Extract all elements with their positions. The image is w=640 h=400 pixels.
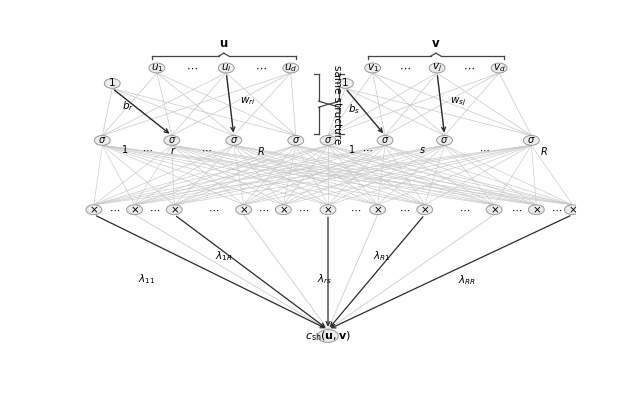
Text: $r$: $r$ xyxy=(170,145,177,156)
Text: same structure: same structure xyxy=(332,64,342,144)
Circle shape xyxy=(320,205,336,215)
Text: $\sigma$: $\sigma$ xyxy=(98,135,106,146)
Text: $v_j$: $v_j$ xyxy=(432,62,442,74)
Text: $\times$: $\times$ xyxy=(89,204,99,215)
Circle shape xyxy=(317,330,339,342)
Circle shape xyxy=(275,205,291,215)
Text: $s$: $s$ xyxy=(419,145,426,155)
Circle shape xyxy=(429,63,445,73)
Text: $\cdots$: $\cdots$ xyxy=(463,63,476,73)
Text: $\sigma$: $\sigma$ xyxy=(440,135,449,146)
Text: 1: 1 xyxy=(109,78,116,88)
Text: $\cdots$: $\cdots$ xyxy=(149,205,160,215)
Text: $\cdots$: $\cdots$ xyxy=(349,205,361,215)
Circle shape xyxy=(218,63,234,73)
Text: $\mathbf{u}$: $\mathbf{u}$ xyxy=(220,37,228,50)
Text: $\cdots$: $\cdots$ xyxy=(479,145,490,155)
Text: $\sigma$: $\sigma$ xyxy=(527,135,536,146)
Text: $w_{sj}$: $w_{sj}$ xyxy=(449,96,466,108)
Text: $\lambda_{rs}$: $\lambda_{rs}$ xyxy=(317,272,333,286)
Text: $\mathbf{v}$: $\mathbf{v}$ xyxy=(431,37,440,50)
Text: $u_i$: $u_i$ xyxy=(221,62,232,74)
Circle shape xyxy=(529,205,544,215)
Text: $\cdots$: $\cdots$ xyxy=(186,63,198,73)
Text: $\cdots$: $\cdots$ xyxy=(362,145,373,155)
Circle shape xyxy=(486,205,502,215)
Text: $\lambda_{RR}$: $\lambda_{RR}$ xyxy=(458,274,476,288)
Text: $\cdots$: $\cdots$ xyxy=(298,205,308,215)
Text: $\sigma$: $\sigma$ xyxy=(168,135,176,146)
Text: $v_d$: $v_d$ xyxy=(493,62,506,74)
Circle shape xyxy=(104,78,120,88)
Text: $\sigma$: $\sigma$ xyxy=(381,135,389,146)
Text: $\cdots$: $\cdots$ xyxy=(550,205,562,215)
Text: 1: 1 xyxy=(122,145,128,155)
Circle shape xyxy=(337,78,353,88)
Text: $\cdots$: $\cdots$ xyxy=(511,205,522,215)
Circle shape xyxy=(164,136,180,145)
Text: $u_d$: $u_d$ xyxy=(284,62,298,74)
Circle shape xyxy=(564,205,580,215)
Text: $\times$: $\times$ xyxy=(373,204,382,215)
Text: $\cdots$: $\cdots$ xyxy=(399,63,411,73)
Text: $\times$: $\times$ xyxy=(323,204,333,215)
Circle shape xyxy=(436,136,452,145)
Circle shape xyxy=(283,63,299,73)
Text: $\times$: $\times$ xyxy=(239,204,248,215)
Circle shape xyxy=(94,136,110,145)
Text: $\times$: $\times$ xyxy=(278,204,288,215)
Text: $\cdots$: $\cdots$ xyxy=(109,205,120,215)
Text: $\sigma$: $\sigma$ xyxy=(230,135,238,146)
Circle shape xyxy=(320,136,336,145)
Text: $v_1$: $v_1$ xyxy=(367,62,379,74)
Text: $\lambda_{1R}$: $\lambda_{1R}$ xyxy=(215,249,232,263)
Text: $R$: $R$ xyxy=(257,145,265,157)
Text: $u_1$: $u_1$ xyxy=(150,62,163,74)
Text: $\times$: $\times$ xyxy=(568,204,577,215)
Text: $\sigma$: $\sigma$ xyxy=(292,135,300,146)
Circle shape xyxy=(149,63,165,73)
Circle shape xyxy=(166,205,182,215)
Text: $b_s$: $b_s$ xyxy=(348,103,360,116)
Text: $R$: $R$ xyxy=(540,145,548,157)
Circle shape xyxy=(377,136,393,145)
Text: $\cdots$: $\cdots$ xyxy=(141,145,152,155)
Text: $\cdots$: $\cdots$ xyxy=(209,205,220,215)
Text: $c_{\mathrm{sh}}(\mathbf{u}, \mathbf{v})$: $c_{\mathrm{sh}}(\mathbf{u}, \mathbf{v})… xyxy=(305,329,351,343)
Text: $\cdots$: $\cdots$ xyxy=(255,63,267,73)
Text: $\cdots$: $\cdots$ xyxy=(258,205,269,215)
Circle shape xyxy=(86,205,102,215)
Circle shape xyxy=(288,136,304,145)
Circle shape xyxy=(370,205,385,215)
Text: $w_{ri}$: $w_{ri}$ xyxy=(240,96,255,107)
Circle shape xyxy=(226,136,242,145)
Text: $b_r$: $b_r$ xyxy=(122,100,134,114)
Text: $\cdots$: $\cdots$ xyxy=(201,145,212,155)
Text: $\cdots$: $\cdots$ xyxy=(459,205,470,215)
Circle shape xyxy=(127,205,143,215)
Text: $\lambda_{R1}$: $\lambda_{R1}$ xyxy=(372,249,390,263)
Text: $\times$: $\times$ xyxy=(490,204,499,215)
Text: $\times$: $\times$ xyxy=(130,204,140,215)
Text: $\times$: $\times$ xyxy=(532,204,541,215)
Circle shape xyxy=(417,205,433,215)
Circle shape xyxy=(365,63,381,73)
Text: $\times$: $\times$ xyxy=(170,204,179,215)
Text: 1: 1 xyxy=(349,145,355,155)
Circle shape xyxy=(491,63,507,73)
Text: $\lambda_{11}$: $\lambda_{11}$ xyxy=(138,272,156,286)
Circle shape xyxy=(236,205,252,215)
Text: $\sigma$: $\sigma$ xyxy=(324,135,332,146)
Circle shape xyxy=(524,136,540,145)
Text: 1: 1 xyxy=(342,78,349,88)
Text: $\cdots$: $\cdots$ xyxy=(399,205,410,215)
Text: $\times$: $\times$ xyxy=(420,204,429,215)
